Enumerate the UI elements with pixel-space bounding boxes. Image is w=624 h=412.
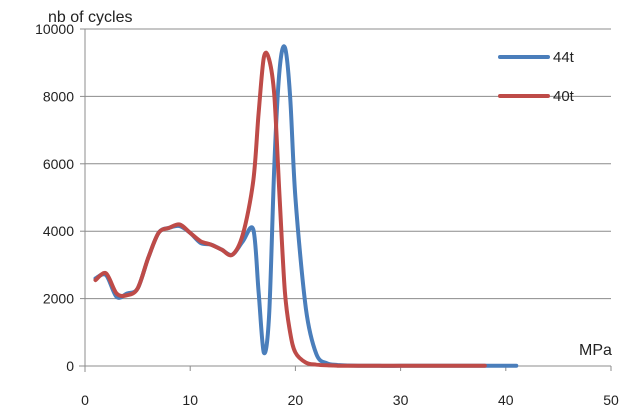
y-tick-label-6000: 6000 [43, 156, 74, 172]
gridlines [85, 28, 611, 300]
x-tick-label-20: 20 [288, 392, 304, 408]
x-axis-title: MPa [579, 342, 612, 359]
legend-label-40t: 40t [553, 88, 575, 105]
tick-labels: 0 2000 4000 6000 8000 10000 0 10 20 30 40 50 [35, 21, 619, 408]
y-tick-label-0: 0 [66, 358, 74, 374]
series-line-40t [93, 50, 487, 368]
y-tick-label-2000: 2000 [43, 291, 74, 307]
x-tick-label-0: 0 [81, 392, 89, 408]
y-tick-label-10000: 10000 [35, 21, 74, 37]
legend: 44t 40t [498, 49, 575, 105]
y-tick-label-8000: 8000 [43, 88, 74, 104]
y-tick-label-4000: 4000 [43, 223, 74, 239]
x-tick-label-30: 30 [393, 392, 409, 408]
plot-area [93, 44, 519, 368]
legend-label-44t: 44t [553, 49, 575, 66]
x-tick-label-10: 10 [182, 392, 198, 408]
x-tick-label-50: 50 [603, 392, 619, 408]
series-line-44t [93, 44, 519, 368]
x-tick-label-40: 40 [498, 392, 514, 408]
axes [79, 28, 612, 372]
y-axis-title: nb of cycles [48, 9, 132, 26]
